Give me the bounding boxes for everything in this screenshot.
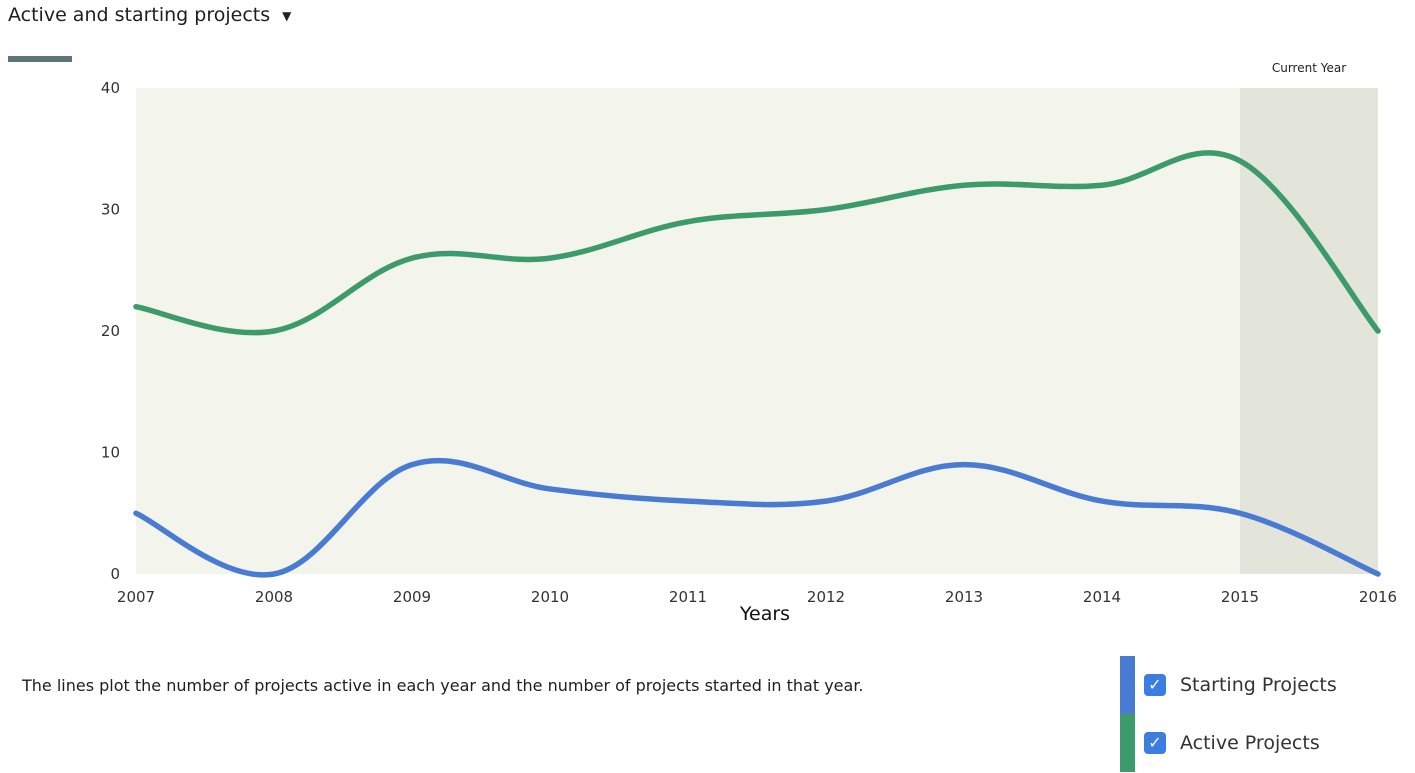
checkbox-checked-icon[interactable]: ✓ bbox=[1144, 674, 1166, 696]
x-tick-label: 2009 bbox=[393, 588, 431, 606]
chart-selector-label: Active and starting projects bbox=[8, 4, 271, 26]
x-axis: 2007 2008 2009 2010 2011 2012 2013 2014 2015 2016 bbox=[117, 588, 1397, 606]
y-tick-label: 20 bbox=[101, 322, 120, 340]
current-year-label: Current Year bbox=[1272, 61, 1346, 75]
x-axis-title: Years bbox=[739, 603, 790, 625]
chart-selector-dropdown[interactable]: Active and starting projects ▼ bbox=[8, 4, 291, 26]
legend-label: Starting Projects bbox=[1180, 674, 1337, 696]
series-lines bbox=[133, 150, 1381, 578]
x-tick-label: 2011 bbox=[669, 588, 707, 606]
y-tick-label: 10 bbox=[101, 444, 120, 462]
y-axis: 0 10 20 30 40 bbox=[101, 79, 120, 583]
x-tick-label: 2013 bbox=[945, 588, 983, 606]
x-tick-label: 2010 bbox=[531, 588, 569, 606]
legend-item-active-projects[interactable]: ✓ Active Projects bbox=[1120, 714, 1400, 772]
legend-color-bar bbox=[1120, 656, 1135, 714]
checkbox-checked-icon[interactable]: ✓ bbox=[1144, 732, 1166, 754]
x-tick-label: 2015 bbox=[1221, 588, 1259, 606]
series-line-active-projects bbox=[133, 150, 1381, 336]
x-tick-label: 2007 bbox=[117, 588, 155, 606]
plot-area bbox=[136, 88, 1378, 574]
caret-down-icon: ▼ bbox=[282, 9, 292, 23]
x-tick-label: 2012 bbox=[807, 588, 845, 606]
active-tab-indicator bbox=[8, 56, 72, 62]
x-tick-label: 2016 bbox=[1359, 588, 1397, 606]
y-tick-label: 30 bbox=[101, 201, 120, 219]
legend: ✓ Starting Projects ✓ Active Projects bbox=[1120, 656, 1400, 772]
x-tick-label: 2008 bbox=[255, 588, 293, 606]
legend-color-bar bbox=[1120, 714, 1135, 772]
current-year-band bbox=[1240, 88, 1378, 574]
series-line-starting-projects bbox=[133, 457, 1381, 578]
legend-item-starting-projects[interactable]: ✓ Starting Projects bbox=[1120, 656, 1400, 714]
chart-caption: The lines plot the number of projects ac… bbox=[22, 676, 864, 695]
y-tick-label: 0 bbox=[110, 565, 120, 583]
y-tick-label: 40 bbox=[101, 79, 120, 97]
legend-label: Active Projects bbox=[1180, 732, 1320, 754]
x-tick-label: 2014 bbox=[1083, 588, 1121, 606]
